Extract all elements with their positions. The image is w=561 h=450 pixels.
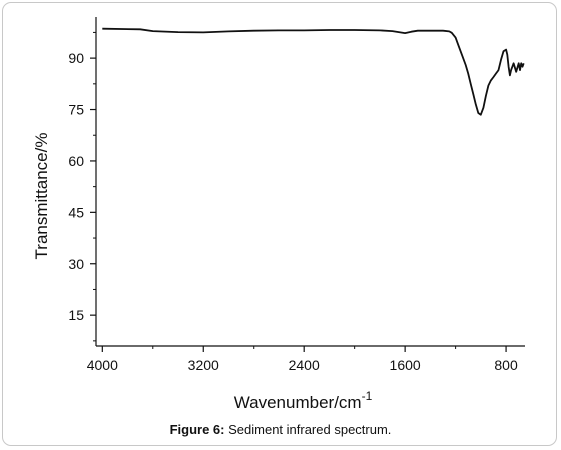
- y-tick-label: 45: [68, 204, 84, 220]
- y-tick-label: 60: [68, 153, 84, 169]
- caption-label: Figure 6:: [169, 422, 225, 437]
- x-tick-label: 2400: [289, 357, 320, 373]
- y-tick-label: 30: [68, 256, 84, 272]
- figure-caption: Figure 6: Sediment infrared spectrum.: [0, 422, 561, 437]
- y-tick-label: 75: [68, 102, 84, 118]
- y-axis-label: Transmittance/%: [32, 133, 51, 260]
- caption-text: Sediment infrared spectrum.: [224, 422, 392, 437]
- spectrum-chart: 15 30 45 60 75 90 4000 3200 2400 1600 800 Transmit…: [32, 17, 525, 412]
- x-tick-label: 4000: [87, 357, 118, 373]
- chart-labels: Transmittance/% Wavenumber/cm-1: [32, 133, 373, 412]
- spectrum-line: [102, 27, 525, 116]
- y-tick-label: 15: [68, 307, 84, 323]
- x-axis-label-superscript: -1: [362, 389, 373, 403]
- x-tick-label: 800: [494, 357, 518, 373]
- x-tick-label: 3200: [188, 357, 219, 373]
- chart-marks: [102, 27, 525, 116]
- x-axis-label-text: Wavenumber/cm: [234, 393, 362, 412]
- x-axis-label: Wavenumber/cm-1: [234, 389, 373, 412]
- y-tick-label: 90: [68, 50, 84, 66]
- chart-axes: 15 30 45 60 75 90 4000 3200 2400 1600 800: [68, 17, 525, 373]
- x-tick-label: 1600: [390, 357, 421, 373]
- figure-frame: [2, 2, 557, 446]
